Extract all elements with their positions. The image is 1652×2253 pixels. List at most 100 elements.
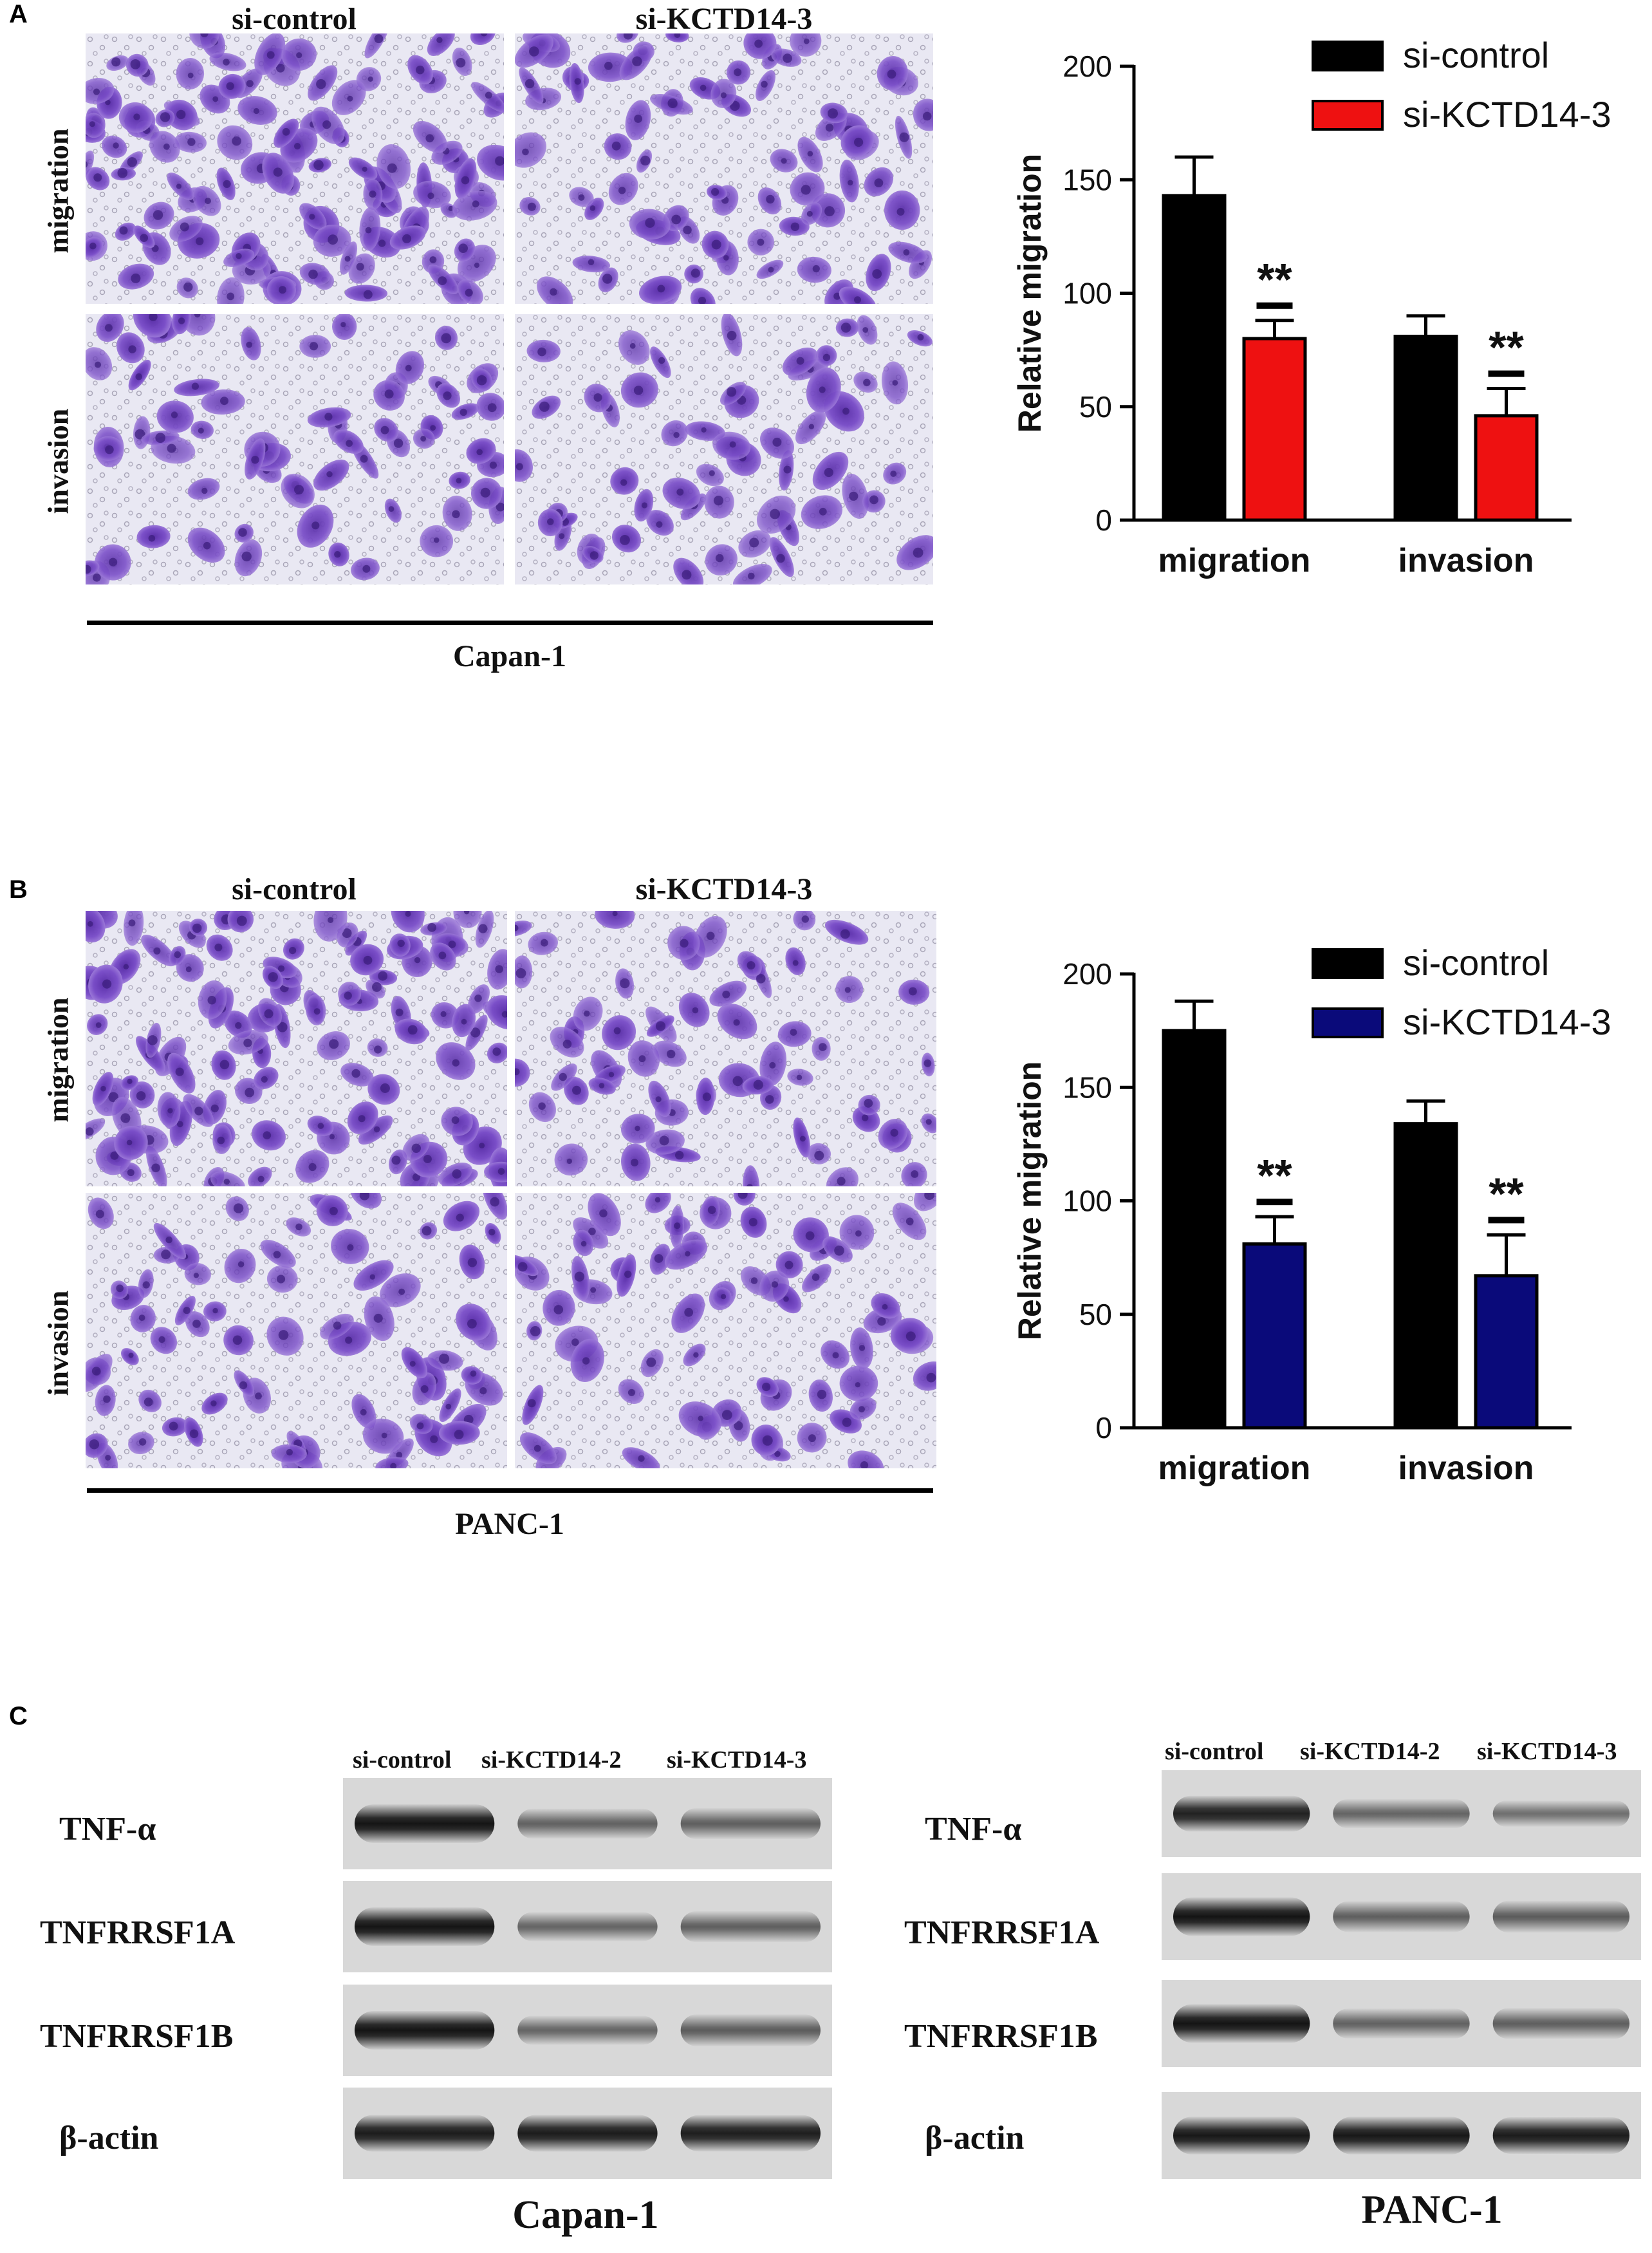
cell-nucleus (467, 1258, 478, 1267)
cell-nucleus (105, 445, 114, 454)
cell-nucleus (819, 386, 826, 393)
cell-nucleus (896, 208, 905, 216)
cell-nucleus (178, 317, 185, 324)
legend-swatch (1312, 41, 1384, 71)
cell-nucleus (756, 974, 766, 984)
cell-nucleus (398, 1288, 405, 1295)
cell-nucleus (858, 1406, 865, 1413)
cell-nucleus (732, 1076, 743, 1087)
cell-nucleus (393, 438, 404, 448)
cell-nucleus (165, 1236, 172, 1244)
cell-nucleus (834, 1246, 844, 1256)
cell-nucleus (680, 939, 689, 948)
cell-nucleus (700, 84, 707, 91)
y-axis-label: Relative migration (1012, 154, 1048, 433)
blot-band (517, 1808, 658, 1839)
cell-nucleus (100, 1085, 106, 1092)
cell-nucleus (748, 1218, 757, 1227)
blot-capan1-beta-actin (343, 2088, 832, 2179)
cell-nucleus (308, 269, 318, 279)
cell-nucleus (333, 1322, 342, 1330)
cell-nucleus (734, 68, 742, 77)
bar-migration-0 (1162, 1029, 1227, 1430)
cell-nucleus (329, 1206, 338, 1215)
y-tick-label: 100 (1063, 1184, 1112, 1218)
cell-nucleus (604, 61, 613, 70)
cell-nucleus (849, 491, 858, 501)
row-label-invasion-b: invasion (41, 1290, 75, 1396)
cell-nucleus (278, 965, 285, 972)
y-tick-label: 50 (1079, 390, 1112, 424)
cell-nucleus (682, 570, 692, 580)
cell-nucleus (917, 333, 924, 341)
column-label-si-control-b: si-control (232, 872, 357, 906)
cell-line-label-a: Capan-1 (452, 639, 567, 673)
cell-nucleus (529, 46, 539, 57)
cell-nucleus (720, 92, 727, 98)
cell-nucleus (762, 1435, 773, 1446)
cell-nucleus (840, 929, 850, 939)
cell-nucleus (161, 1249, 171, 1260)
cell-nucleus (459, 408, 467, 416)
cell-nucleus (803, 38, 810, 44)
cell-nucleus (479, 1387, 487, 1395)
cell-nucleus (238, 528, 247, 537)
cell-nucleus (436, 37, 443, 43)
cell-nucleus (342, 928, 352, 939)
cell-nucleus (345, 1336, 353, 1344)
cell-nucleus (711, 239, 721, 250)
cell-nucleus (547, 518, 554, 525)
cell-nucleus (142, 1281, 150, 1289)
cell-nucleus (808, 424, 815, 429)
cell-nucleus (746, 1184, 753, 1186)
cell-nucleus (854, 296, 861, 304)
cell-nucleus (257, 1175, 265, 1183)
blot-band (355, 1907, 495, 1946)
cell-nucleus (869, 495, 878, 505)
cell-nucleus (727, 387, 737, 397)
cell-nucleus (582, 1357, 590, 1365)
cell-nucleus (776, 554, 785, 563)
cell-nucleus (638, 1055, 646, 1063)
cell-nucleus (769, 1061, 776, 1069)
cell-nucleus (541, 939, 548, 947)
cell-nucleus (390, 1463, 397, 1468)
cell-nucleus (363, 290, 373, 299)
cell-nucleus (219, 1060, 230, 1070)
cell-nucleus (877, 1317, 886, 1326)
cell-nucleus (235, 1022, 242, 1029)
cell-nucleus (683, 225, 692, 234)
cell-nucleus (824, 467, 833, 478)
cell-nucleus (187, 72, 194, 79)
cell-nucleus (515, 924, 519, 931)
blot-band (1333, 2008, 1470, 2039)
cell-nucleus (113, 142, 119, 149)
cell-nucleus (326, 471, 333, 478)
cell-nucleus (515, 1068, 520, 1076)
cell-nucleus (658, 357, 665, 364)
blot-band (355, 1804, 495, 1843)
cell-nucleus (790, 1029, 797, 1036)
cell-nucleus (768, 266, 774, 273)
cell-nucleus (440, 1011, 447, 1017)
cell-nucleus (309, 342, 319, 351)
cell-nucleus (772, 437, 782, 447)
cell-nucleus (452, 1059, 459, 1067)
cell-nucleus (464, 911, 470, 915)
blot-capan1-tnfrrsf1a (343, 1881, 832, 1972)
significance-line (1488, 370, 1525, 377)
cell-nucleus (127, 1078, 133, 1084)
lane-label-si-control-panc1: si-control (1165, 1738, 1264, 1765)
x-tick-label: invasion (1398, 1450, 1534, 1487)
micrograph-b-knockdown-migration (515, 911, 936, 1186)
y-tick-label: 0 (1095, 1411, 1112, 1444)
blot-band (680, 1808, 821, 1839)
cell-nucleus (806, 210, 813, 217)
cell-nucleus (657, 285, 665, 293)
cell-nucleus (858, 1345, 866, 1351)
cell-nucleus (116, 1284, 124, 1293)
cell-nucleus (832, 1352, 839, 1359)
cell-nucleus (673, 432, 680, 438)
cell-nucleus (470, 1370, 477, 1377)
column-label-si-control: si-control (232, 2, 357, 36)
